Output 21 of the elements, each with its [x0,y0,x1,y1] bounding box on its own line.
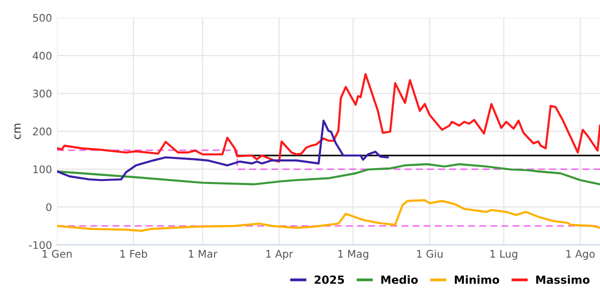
x-tick-label: 1 Apr [266,250,294,260]
x-tick-label: 1 Mag [338,250,368,260]
legend-label: Minimo [454,275,500,284]
legend-label: Massimo [536,275,590,284]
x-tick-label: 1 Giu [417,250,443,258]
y-tick-label: 200 [33,128,52,136]
x-tick-label: 1 Ago [566,250,595,260]
line-series [57,120,389,182]
x-tick-label: 1 Gen [42,250,72,258]
x-tick-label: 1 Lug [490,250,518,260]
y-tick-label: 0 [46,203,52,212]
y-axis-title: cm [14,124,21,140]
y-tick-label: 500 [33,14,52,22]
y-tick-label: 400 [32,52,52,60]
legend-label: 2025 [314,275,344,284]
legend-label: Medio [381,275,418,284]
y-tick-label: 300 [33,90,52,98]
y-tick-label: 100 [33,165,52,174]
y-tick-label: -100 [29,241,52,249]
x-tick-label: 1 Feb [120,250,148,258]
x-tick-label: 1 Mar [188,250,218,258]
